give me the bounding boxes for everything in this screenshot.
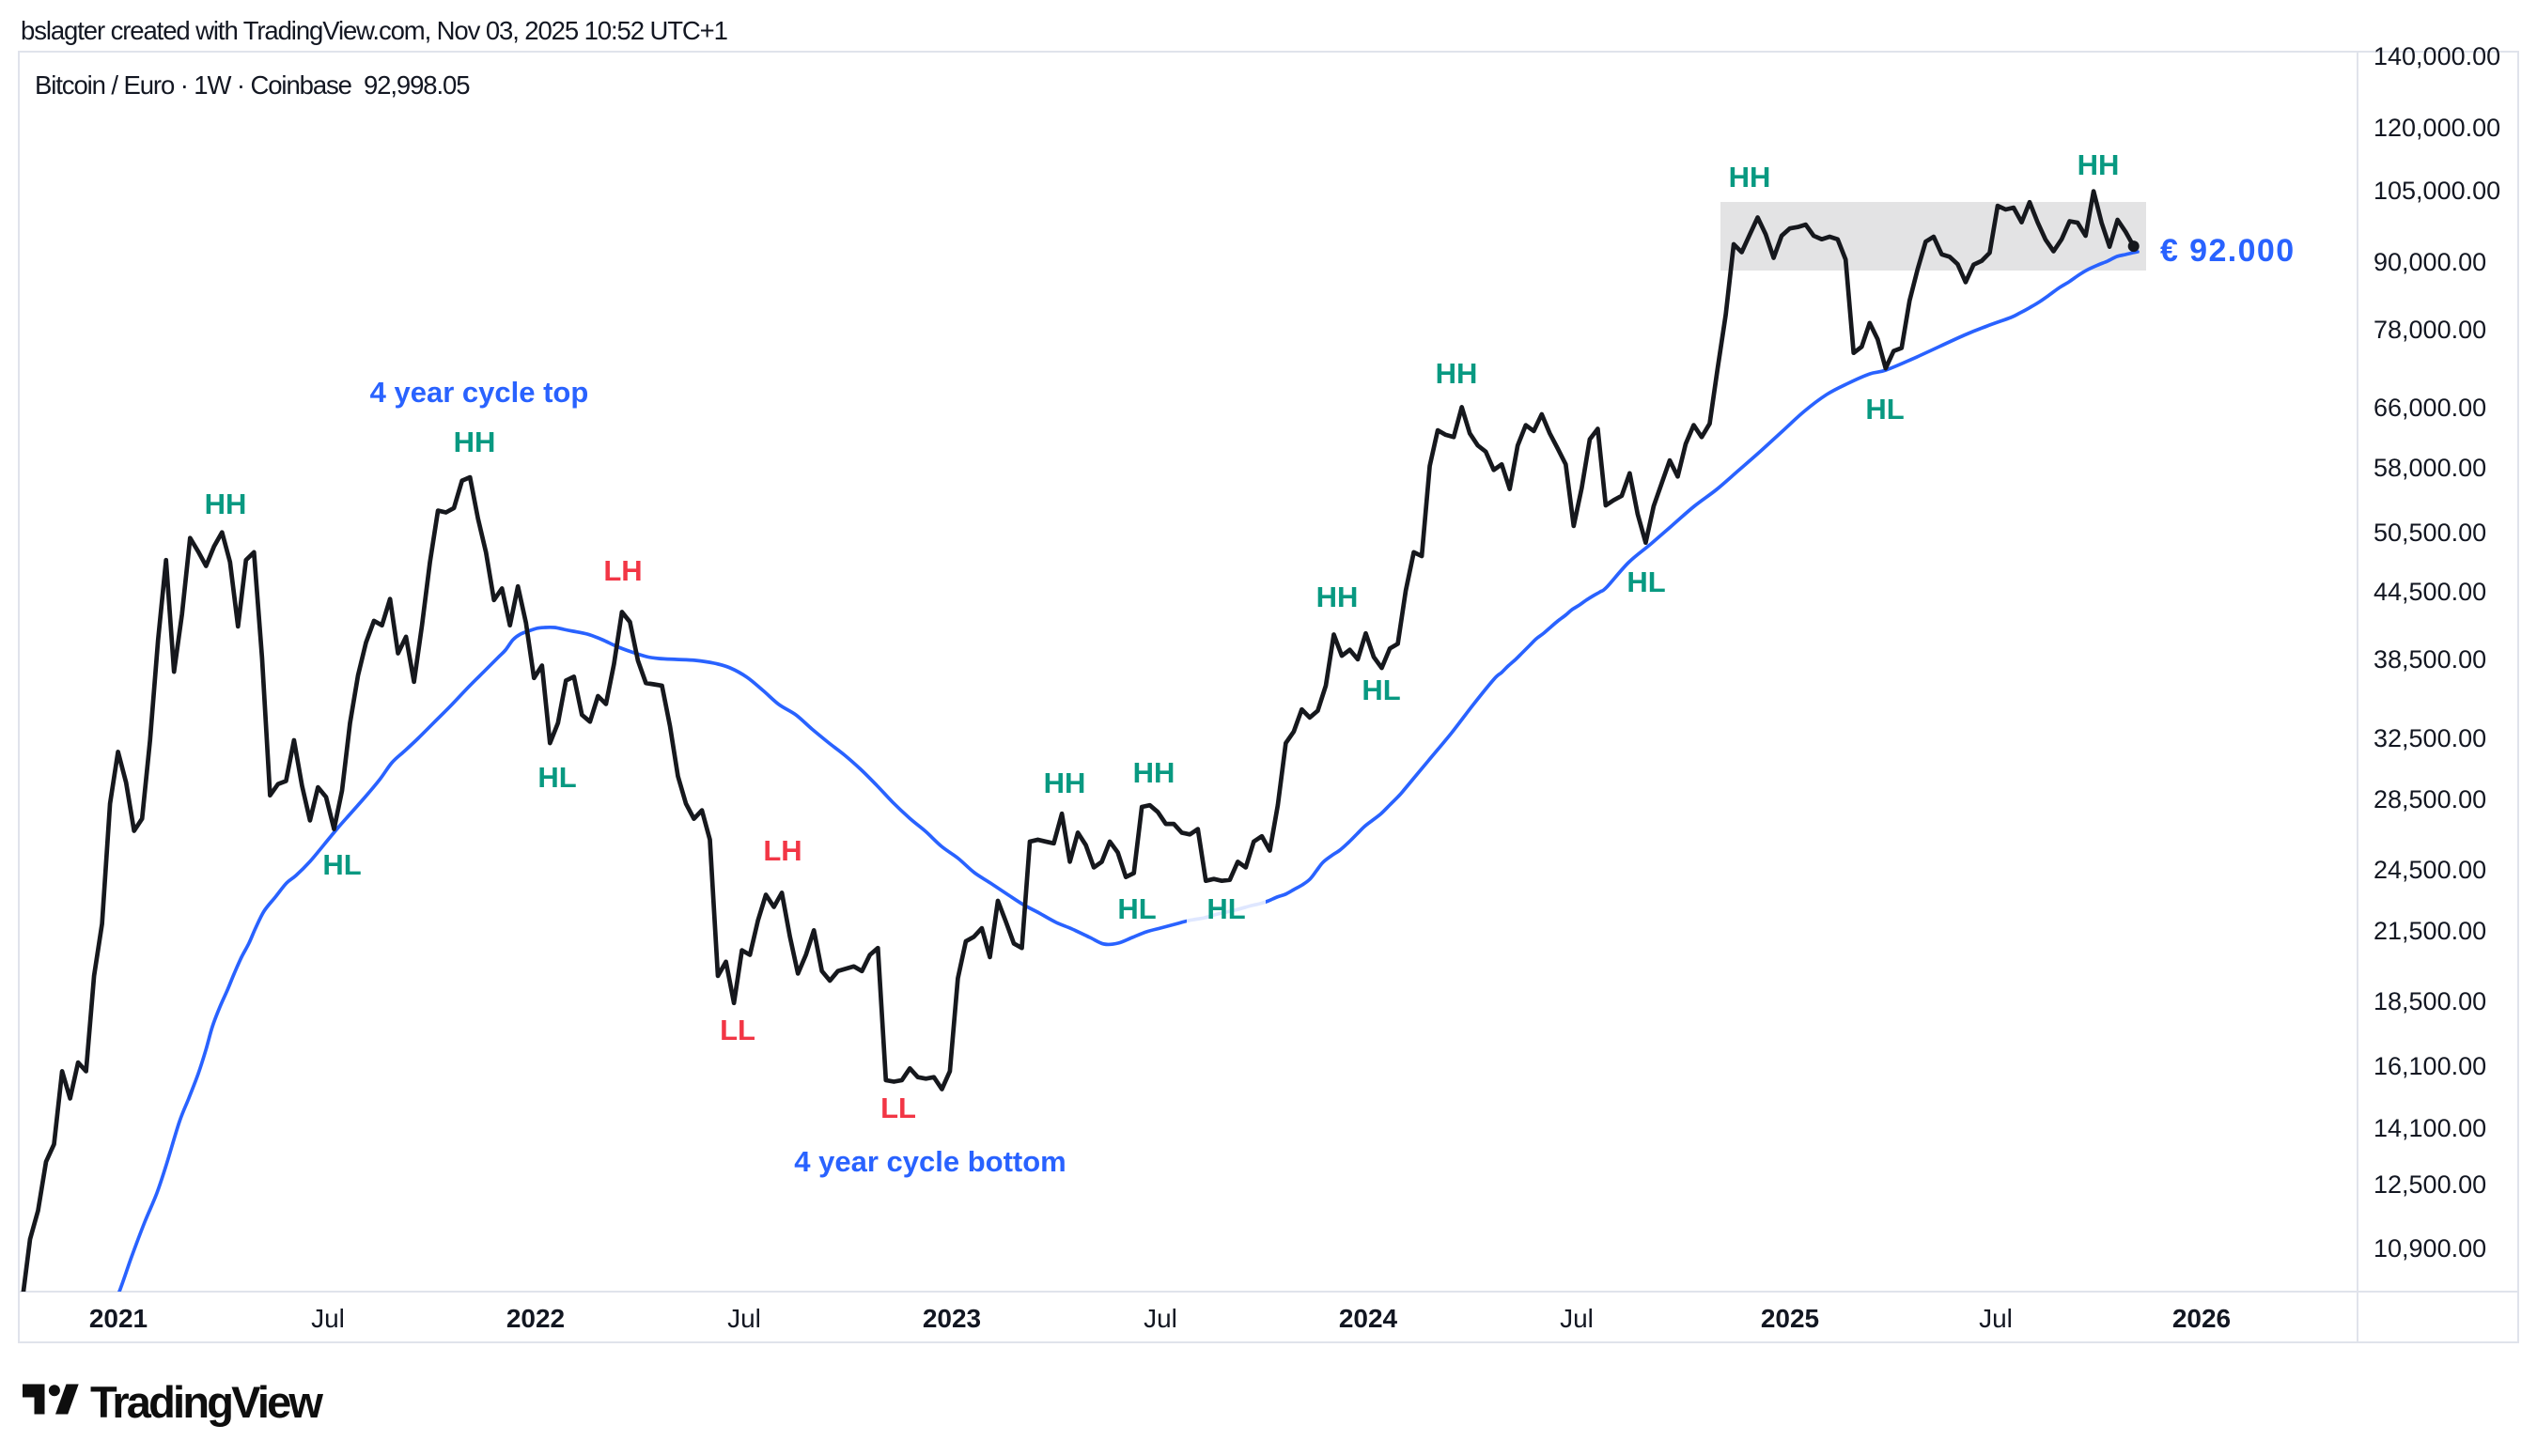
svg-text:4 year cycle top: 4 year cycle top xyxy=(370,376,589,409)
svg-text:38,500.00: 38,500.00 xyxy=(2374,645,2486,674)
svg-text:16,100.00: 16,100.00 xyxy=(2374,1052,2486,1080)
svg-text:HH: HH xyxy=(2078,148,2120,181)
svg-text:105,000.00: 105,000.00 xyxy=(2374,177,2500,205)
svg-text:24,500.00: 24,500.00 xyxy=(2374,856,2486,884)
svg-text:HL: HL xyxy=(1865,393,1904,426)
svg-text:78,000.00: 78,000.00 xyxy=(2374,316,2486,344)
svg-text:28,500.00: 28,500.00 xyxy=(2374,785,2486,813)
svg-text:Jul: Jul xyxy=(1560,1304,1594,1333)
svg-text:2023: 2023 xyxy=(923,1304,981,1333)
svg-text:HL: HL xyxy=(1362,674,1400,706)
svg-text:12,500.00: 12,500.00 xyxy=(2374,1170,2486,1199)
svg-text:14,100.00: 14,100.00 xyxy=(2374,1114,2486,1142)
svg-text:32,500.00: 32,500.00 xyxy=(2374,724,2486,752)
svg-text:Jul: Jul xyxy=(1979,1304,2013,1333)
svg-text:LL: LL xyxy=(880,1092,916,1124)
svg-text:2022: 2022 xyxy=(506,1304,565,1333)
svg-text:58,000.00: 58,000.00 xyxy=(2374,454,2486,482)
svg-text:140,000.00: 140,000.00 xyxy=(2374,42,2500,70)
svg-text:21,500.00: 21,500.00 xyxy=(2374,917,2486,945)
svg-text:HL: HL xyxy=(322,848,361,881)
svg-text:€ 92.000: € 92.000 xyxy=(2160,233,2296,269)
svg-text:50,500.00: 50,500.00 xyxy=(2374,519,2486,547)
svg-text:LH: LH xyxy=(763,834,802,867)
svg-text:18,500.00: 18,500.00 xyxy=(2374,987,2486,1015)
svg-text:HH: HH xyxy=(1729,161,1771,194)
svg-text:120,000.00: 120,000.00 xyxy=(2374,114,2500,142)
svg-text:10,900.00: 10,900.00 xyxy=(2374,1234,2486,1262)
svg-text:Jul: Jul xyxy=(311,1304,345,1333)
svg-text:2026: 2026 xyxy=(2172,1304,2231,1333)
svg-text:2021: 2021 xyxy=(89,1304,148,1333)
svg-text:HH: HH xyxy=(1044,767,1086,799)
svg-text:HL: HL xyxy=(1117,892,1156,925)
svg-text:44,500.00: 44,500.00 xyxy=(2374,578,2486,606)
svg-text:2024: 2024 xyxy=(1339,1304,1398,1333)
svg-text:Jul: Jul xyxy=(1144,1304,1177,1333)
svg-text:HH: HH xyxy=(1316,581,1359,613)
svg-text:HL: HL xyxy=(1626,565,1665,598)
svg-text:4 year cycle bottom: 4 year cycle bottom xyxy=(794,1145,1066,1178)
svg-text:HH: HH xyxy=(205,488,247,520)
svg-text:TradingView: TradingView xyxy=(90,1377,323,1427)
svg-text:HH: HH xyxy=(454,426,496,458)
svg-text:HH: HH xyxy=(1436,357,1478,390)
svg-text:Bitcoin / Euro · 1W · Coinbase: Bitcoin / Euro · 1W · Coinbase 92,998.05 xyxy=(35,70,470,100)
svg-text:LL: LL xyxy=(720,1014,755,1046)
svg-text:HL: HL xyxy=(1206,892,1245,925)
svg-text:bslagter created with TradingV: bslagter created with TradingView.com, N… xyxy=(21,16,727,45)
svg-text:HL: HL xyxy=(537,761,576,794)
svg-text:66,000.00: 66,000.00 xyxy=(2374,394,2486,422)
svg-text:HH: HH xyxy=(1133,756,1175,789)
svg-text:90,000.00: 90,000.00 xyxy=(2374,248,2486,276)
svg-text:LH: LH xyxy=(603,554,642,587)
svg-text:Jul: Jul xyxy=(727,1304,761,1333)
svg-text:2025: 2025 xyxy=(1761,1304,1819,1333)
